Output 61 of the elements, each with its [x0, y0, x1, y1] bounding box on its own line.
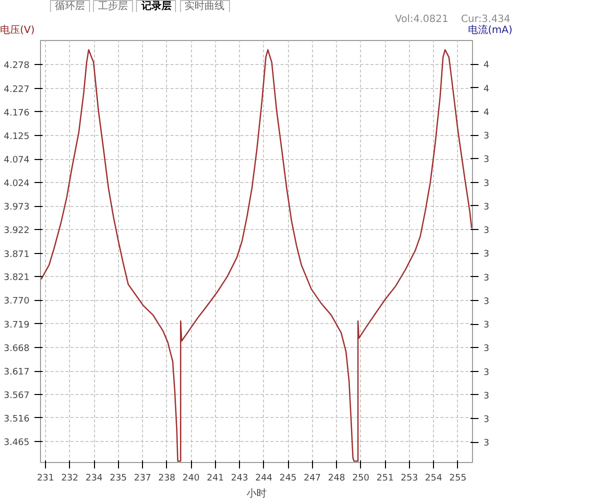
x-tick-label: 254: [425, 474, 442, 484]
y2-tick-label: 4: [484, 60, 490, 71]
x-tick-label: 240: [182, 474, 200, 484]
y2-tick-label: 3: [484, 250, 490, 260]
y2-tick-label: 3: [484, 273, 490, 284]
y-axis-title: 电压(V): [0, 24, 35, 38]
y2-tick-label: 3: [484, 132, 490, 142]
y2-tick-label: 3: [484, 415, 490, 426]
x-tick-label: 237: [134, 474, 152, 484]
x-tick-label: 248: [328, 474, 346, 484]
x-tick-label: 244: [255, 474, 273, 484]
text: 循环层: [50, 0, 90, 12]
y2-tick-label: 3: [484, 368, 490, 378]
y-tick-label: 4.278: [4, 61, 30, 72]
y2-tick-label: 3: [484, 155, 490, 166]
x-tick-label: 251: [376, 474, 394, 484]
y2-tick-label: 3: [484, 178, 490, 189]
x-axis-title: 小时: [246, 488, 266, 500]
y-tick-label: 3.973: [4, 202, 30, 213]
y-tick-label: 3.465: [4, 438, 30, 448]
y-tick-label: 3.617: [4, 368, 30, 378]
x-tick-label: 231: [36, 474, 54, 484]
x-tick-label: 235: [110, 474, 127, 484]
y-tick-label: 3.567: [4, 390, 30, 401]
y-tick-label: 3.770: [4, 296, 30, 307]
x-tick-label: 234: [85, 474, 103, 484]
x-tick-label: 247: [304, 474, 321, 484]
x-tick-label: 243: [230, 474, 248, 484]
text: 实时曲线: [180, 0, 230, 12]
y-tick-label: 3.668: [4, 344, 30, 354]
text: Vol:4.0821 Cur:3.434: [395, 14, 510, 25]
y2-tick-label: 3: [484, 226, 490, 236]
y2-axis-title: 电流(mA): [468, 24, 512, 38]
y-tick-label: 3.922: [4, 226, 30, 236]
x-tick-label: 238: [158, 474, 176, 484]
x-tick-label: 232: [61, 474, 78, 484]
y2-tick-label: 3: [484, 344, 490, 354]
y-tick-label: 3.871: [4, 250, 30, 260]
y-tick-label: 3.821: [4, 273, 30, 284]
x-tick-label: 245: [279, 474, 297, 484]
x-tick-label: 253: [400, 474, 418, 484]
x-tick-label: 255: [449, 474, 466, 484]
text: 工步层: [93, 0, 134, 12]
y2-tick-label: 3: [484, 320, 490, 331]
y-tick-label: 4.227: [4, 84, 30, 95]
y-tick-label: 4.074: [4, 156, 30, 166]
x-tick-label: 241: [206, 474, 224, 484]
y-tick-label: 3.719: [4, 320, 30, 330]
y-tick-label: 4.125: [4, 132, 30, 142]
x-tick-label: 250: [352, 474, 370, 484]
text: 记录层: [136, 0, 176, 12]
y-tick-label: 4.024: [4, 178, 30, 189]
line-series: [40, 49, 472, 462]
y2-tick-label: 3: [484, 296, 490, 307]
y2-tick-label: 3: [484, 438, 490, 449]
y2-tick-label: 3: [484, 202, 490, 212]
y2-tick-label: 4: [484, 84, 490, 94]
y2-tick-label: 4: [484, 108, 490, 118]
y2-tick-label: 3: [484, 391, 490, 402]
y-tick-label: 4.176: [4, 108, 30, 118]
y-tick-label: 3.516: [4, 414, 30, 424]
